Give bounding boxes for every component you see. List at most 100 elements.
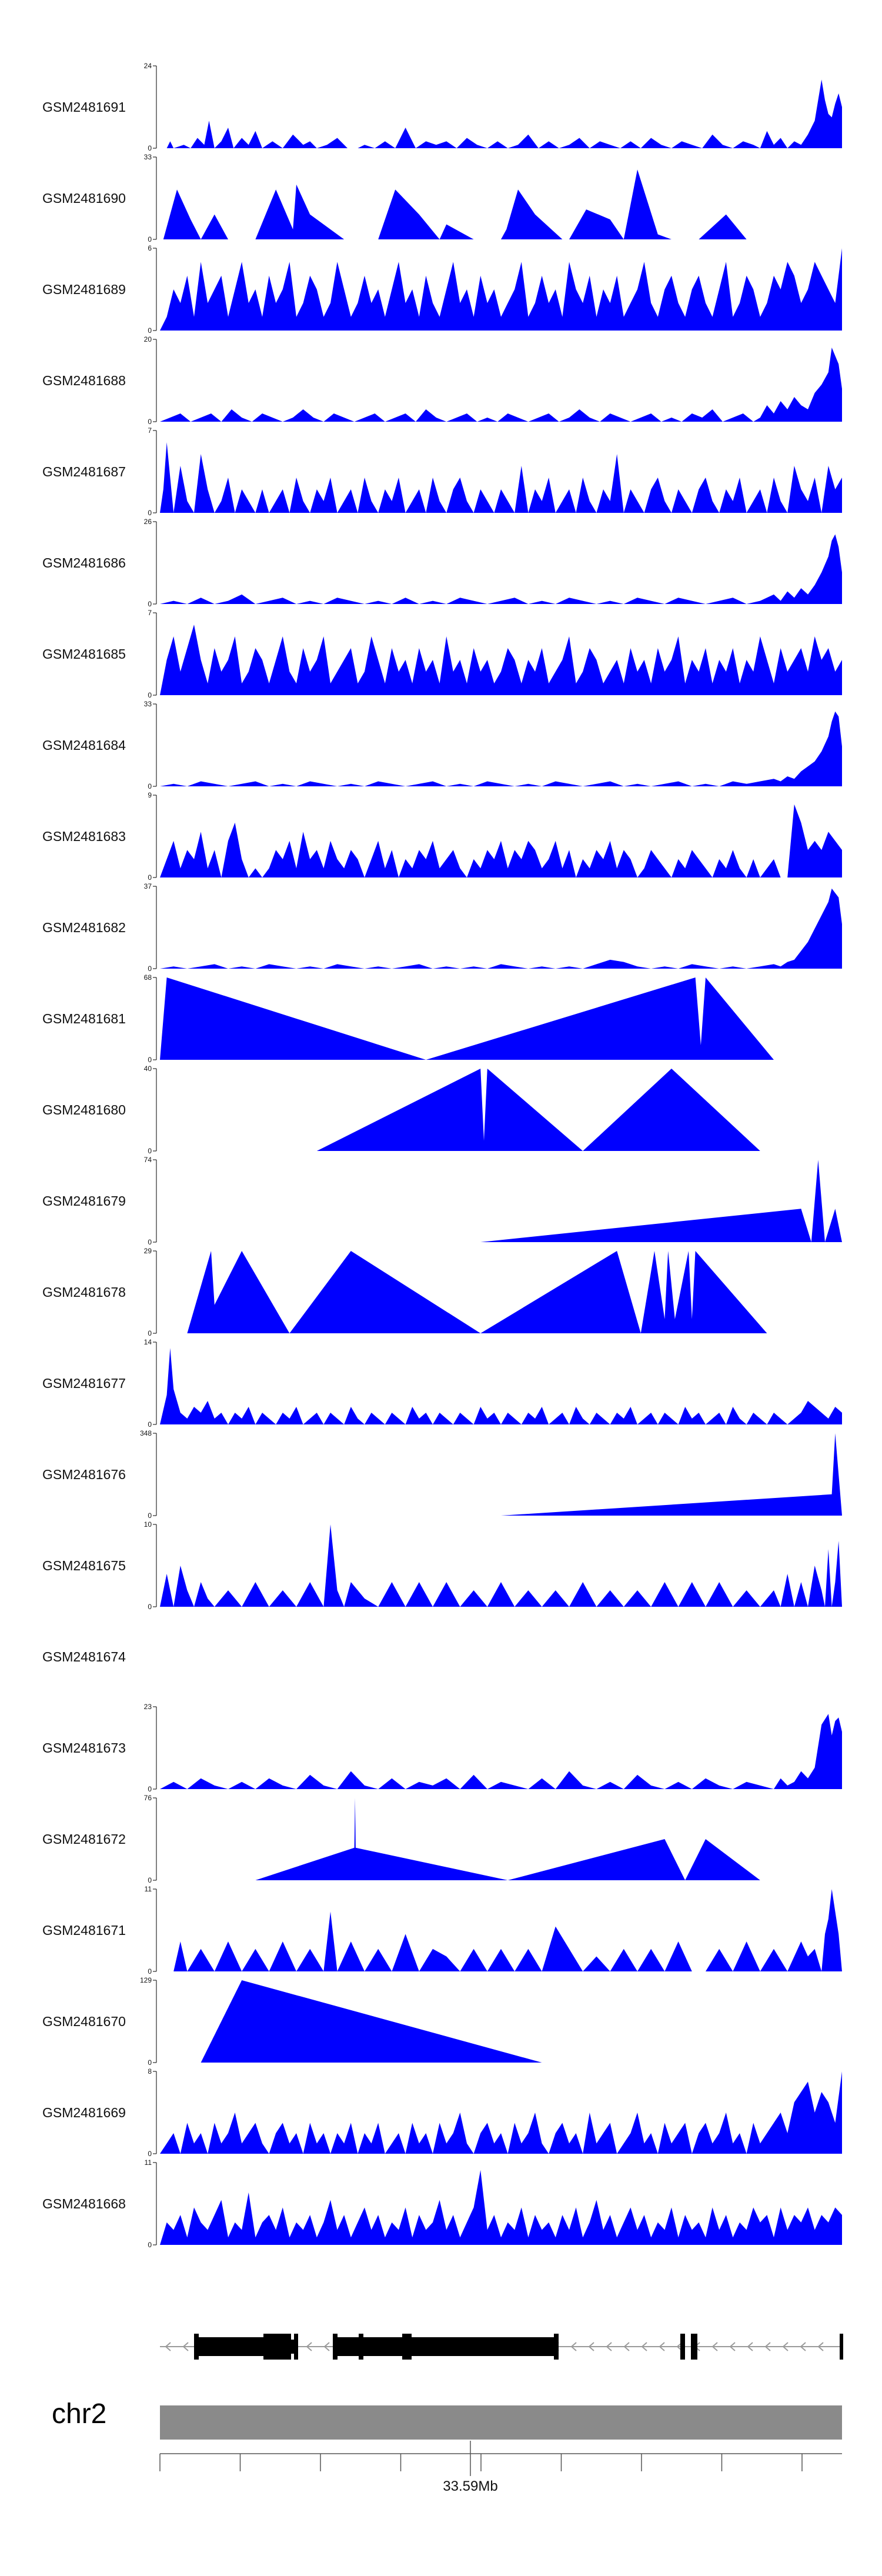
track-label: GSM2481668 bbox=[42, 2196, 126, 2211]
position-label: 33.59Mb bbox=[443, 2478, 497, 2494]
track-GSM2481676: GSM2481676 348 0 bbox=[42, 1429, 842, 1520]
track-label: GSM2481676 bbox=[42, 1467, 126, 1482]
coverage-area bbox=[160, 1524, 842, 1607]
coverage-area bbox=[160, 1889, 842, 1971]
exon-block bbox=[199, 2337, 263, 2356]
y-tick-label-max: 7 bbox=[148, 609, 152, 617]
exon-block bbox=[554, 2334, 559, 2360]
strand-arrow bbox=[747, 2342, 753, 2351]
strand-arrow bbox=[623, 2342, 630, 2351]
exon-block bbox=[691, 2334, 697, 2360]
y-tick-label-min: 0 bbox=[148, 1876, 152, 1884]
coverage-area bbox=[501, 1433, 842, 1516]
track-GSM2481677: GSM2481677 14 0 bbox=[42, 1338, 842, 1429]
y-tick-label-min: 0 bbox=[148, 144, 152, 152]
y-tick-label-max: 7 bbox=[148, 426, 152, 435]
strand-arrow bbox=[641, 2342, 647, 2351]
coverage-tracks: GSM2481691240GSM2481690330GSM248168960GS… bbox=[42, 62, 842, 2249]
track-GSM2481689: GSM2481689 6 0 bbox=[42, 244, 842, 335]
coverage-area bbox=[160, 625, 842, 695]
track-label: GSM2481685 bbox=[42, 646, 126, 662]
track-GSM2481670: GSM2481670 129 0 bbox=[42, 1976, 542, 2067]
strand-arrow bbox=[606, 2342, 612, 2351]
exon-block bbox=[294, 2334, 298, 2360]
strand-arrow bbox=[588, 2342, 594, 2351]
track-label: GSM2481673 bbox=[42, 1740, 126, 1756]
y-tick-label-max: 37 bbox=[144, 882, 152, 890]
coverage-area bbox=[160, 977, 774, 1060]
track-label: GSM2481690 bbox=[42, 191, 126, 206]
gene-model-track bbox=[160, 2334, 843, 2360]
strand-arrow bbox=[729, 2342, 736, 2351]
track-GSM2481685: GSM2481685 7 0 bbox=[42, 609, 842, 699]
coverage-area bbox=[160, 804, 842, 877]
y-tick-label-max: 9 bbox=[148, 791, 152, 799]
track-label: GSM2481674 bbox=[42, 1649, 126, 1664]
track-GSM2481673: GSM2481673 23 0 bbox=[42, 1703, 842, 1793]
strand-arrow bbox=[764, 2342, 771, 2351]
y-tick-label-min: 0 bbox=[148, 2241, 152, 2249]
coverage-area bbox=[160, 348, 842, 422]
y-tick-label-min: 0 bbox=[148, 1603, 152, 1611]
y-tick-label-max: 33 bbox=[144, 153, 152, 161]
y-tick-label-max: 29 bbox=[144, 1247, 152, 1255]
coverage-area bbox=[316, 1069, 760, 1151]
track-label: GSM2481680 bbox=[42, 1102, 126, 1117]
coverage-area bbox=[160, 1714, 842, 1789]
strand-arrow bbox=[659, 2342, 665, 2351]
track-label: GSM2481691 bbox=[42, 99, 126, 115]
y-tick-label-max: 348 bbox=[140, 1429, 152, 1437]
y-tick-label-max: 33 bbox=[144, 700, 152, 708]
track-GSM2481675: GSM2481675 10 0 bbox=[42, 1520, 842, 1611]
track-label: GSM2481675 bbox=[42, 1558, 126, 1573]
chromosome-label: chr2 bbox=[52, 2398, 106, 2430]
exon-block bbox=[291, 2340, 294, 2354]
y-tick-label-max: 14 bbox=[144, 1338, 152, 1346]
y-tick-label-max: 68 bbox=[144, 973, 152, 982]
track-label: GSM2481678 bbox=[42, 1284, 126, 1300]
strand-arrow bbox=[306, 2342, 312, 2351]
track-label: GSM2481689 bbox=[42, 282, 126, 297]
track-GSM2481671: GSM2481671 11 0 bbox=[42, 1885, 842, 1976]
track-GSM2481679: GSM2481679 74 0 bbox=[42, 1156, 842, 1246]
track-GSM2481674: GSM2481674 bbox=[42, 1649, 126, 1664]
exon-block bbox=[194, 2334, 199, 2360]
coverage-area bbox=[160, 169, 774, 239]
y-tick-label-max: 26 bbox=[144, 518, 152, 526]
y-tick-label-max: 8 bbox=[148, 2067, 152, 2076]
track-GSM2481680: GSM2481680 40 0 bbox=[42, 1065, 760, 1155]
track-GSM2481691: GSM2481691 24 0 bbox=[42, 62, 842, 152]
chromosome-axis: chr2 33.59Mb bbox=[52, 2398, 842, 2494]
y-tick-label-min: 0 bbox=[148, 509, 152, 517]
exon-block bbox=[338, 2337, 555, 2356]
track-label: GSM2481684 bbox=[42, 738, 126, 753]
track-GSM2481686: GSM2481686 26 0 bbox=[42, 518, 842, 608]
chromosome-bar bbox=[160, 2405, 842, 2440]
track-label: GSM2481681 bbox=[42, 1011, 126, 1026]
y-tick-label-min: 0 bbox=[148, 1056, 152, 1064]
y-tick-label-max: 20 bbox=[144, 335, 152, 343]
y-tick-label-min: 0 bbox=[148, 2058, 152, 2067]
coverage-area bbox=[160, 534, 842, 604]
track-GSM2481678: GSM2481678 29 0 bbox=[42, 1247, 767, 1337]
y-tick-label-max: 10 bbox=[144, 1520, 152, 1529]
strand-arrow bbox=[182, 2342, 189, 2351]
y-tick-label-max: 6 bbox=[148, 244, 152, 252]
coverage-area bbox=[160, 1348, 842, 1424]
y-tick-label-min: 0 bbox=[148, 691, 152, 699]
track-GSM2481688: GSM2481688 20 0 bbox=[42, 335, 842, 426]
strand-arrow bbox=[323, 2342, 330, 2351]
y-tick-label-min: 0 bbox=[148, 782, 152, 790]
track-label: GSM2481669 bbox=[42, 2105, 126, 2120]
track-label: GSM2481671 bbox=[42, 1923, 126, 1938]
track-GSM2481683: GSM2481683 9 0 bbox=[42, 791, 842, 882]
track-GSM2481681: GSM2481681 68 0 bbox=[42, 973, 774, 1064]
strand-arrow bbox=[165, 2342, 171, 2351]
y-tick-label-max: 129 bbox=[140, 1976, 152, 1984]
exon-block bbox=[680, 2334, 685, 2360]
track-label: GSM2481679 bbox=[42, 1193, 126, 1209]
y-tick-label-max: 76 bbox=[144, 1794, 152, 1802]
y-tick-label-max: 24 bbox=[144, 62, 152, 70]
y-tick-label-max: 74 bbox=[144, 1156, 152, 1164]
